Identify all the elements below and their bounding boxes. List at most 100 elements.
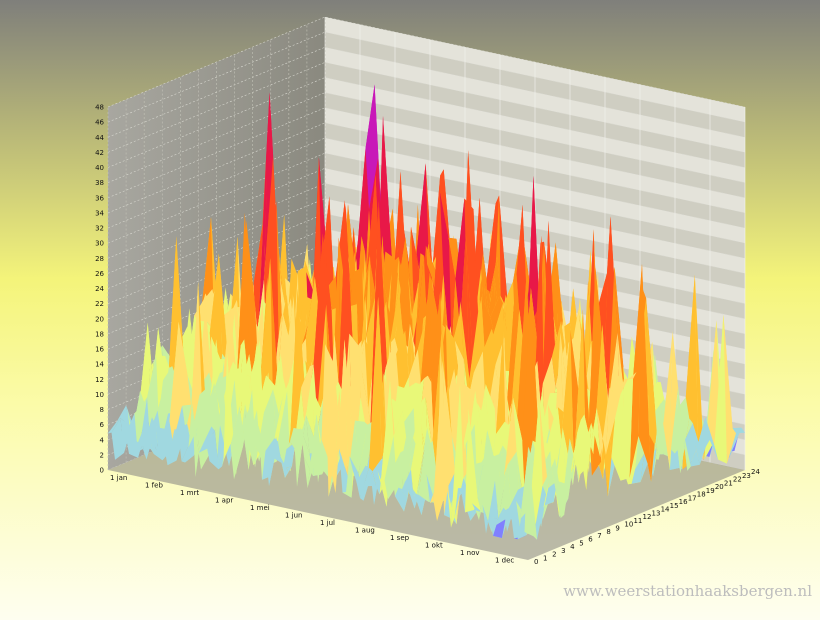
surface-cell (495, 421, 509, 455)
surface-cell (325, 344, 338, 497)
surface-cell (342, 420, 355, 498)
surface-cell (198, 282, 211, 430)
surface-cell (513, 397, 526, 516)
surface-cell (382, 271, 396, 451)
surface-cell (370, 455, 383, 505)
surface-cell (200, 372, 213, 425)
surface-cell (548, 467, 561, 518)
surface-cell (461, 372, 474, 428)
surface-cell (202, 426, 215, 446)
surface-cell (562, 428, 576, 485)
surface-cell (282, 259, 295, 418)
surface-cell (129, 437, 142, 458)
y-tick-label: 5 (579, 539, 583, 547)
surface-cell (230, 406, 243, 480)
x-tick-label: 1 jul (320, 519, 335, 527)
surface-cell (346, 420, 359, 492)
surface-cell (631, 453, 645, 484)
surface-cell (302, 388, 316, 441)
surface-cell (395, 487, 408, 512)
surface-cell (381, 380, 394, 481)
surface-cell (195, 408, 208, 478)
surface-cell (335, 339, 348, 494)
surface-cell (288, 288, 302, 473)
surface-cell (651, 402, 664, 482)
surface-cell (345, 205, 359, 385)
surface-cell (464, 198, 477, 386)
surface-cell (235, 339, 248, 435)
surface-cell (569, 438, 583, 476)
surface-cell (539, 220, 552, 482)
surface-cell (298, 297, 312, 411)
surface-cell (507, 271, 520, 422)
z-tick-label: 20 (95, 315, 104, 323)
surface-cell (163, 366, 176, 417)
surface-cell (353, 267, 366, 415)
surface-cell (685, 274, 699, 458)
y-tick-label: 8 (606, 528, 610, 536)
y-tick-label: 21 (724, 479, 733, 487)
surface-cell (402, 469, 415, 509)
surface-cell (531, 295, 544, 470)
surface-cell (283, 374, 297, 394)
y-tick-label: 14 (661, 506, 670, 514)
surface-cell (553, 428, 567, 502)
surface-cell (671, 391, 684, 474)
y-tick-label: 22 (733, 476, 742, 484)
surface-cell (665, 386, 679, 465)
surface-cell (678, 386, 691, 471)
x-tick-label: 1 okt (425, 542, 443, 550)
surface-cell (178, 424, 191, 462)
surface-cell (723, 314, 736, 464)
surface-cell (500, 507, 513, 519)
surface-cell (297, 414, 310, 487)
surface-cell (587, 407, 601, 467)
z-tick-label: 0 (100, 467, 104, 475)
surface-cell (304, 414, 317, 489)
surface-cell (468, 408, 481, 512)
z-tick-label: 10 (95, 391, 104, 399)
surface-cell (432, 330, 446, 469)
y-tick-label: 13 (652, 509, 661, 517)
surface-cell (660, 331, 673, 465)
surface-cell (344, 272, 357, 363)
surface-cell (605, 387, 619, 455)
surface-cell (680, 418, 693, 474)
surface-cell (422, 382, 435, 468)
watermark: www.weerstationhaaksbergen.nl (563, 582, 812, 600)
z-tick-label: 4 (100, 436, 105, 444)
surface-cell (258, 425, 271, 480)
surface-cell (311, 433, 324, 476)
surface-cell (344, 339, 358, 477)
surface-cell (405, 480, 418, 509)
surface-cell (413, 396, 426, 447)
surface-cell (479, 447, 492, 532)
surface-cell (364, 337, 378, 409)
z-tick-label: 34 (95, 209, 104, 217)
surface-cell (696, 417, 709, 465)
z-tick-label: 18 (95, 330, 104, 338)
x-tick-label: 1 aug (355, 527, 375, 535)
z-tick-label: 26 (95, 270, 104, 278)
z-tick-label: 44 (95, 134, 104, 142)
z-tick-label: 30 (95, 240, 104, 248)
surface-cell (620, 378, 633, 481)
z-tick-label: 2 (100, 451, 104, 459)
y-tick-label: 15 (670, 502, 679, 510)
surface-cell (596, 387, 610, 458)
surface-cell (218, 253, 232, 368)
y-tick-label: 1 (543, 554, 547, 562)
surface-cell (208, 396, 221, 449)
surface-cell (593, 324, 606, 455)
surface-cell (451, 301, 464, 435)
surface-cell (272, 436, 285, 478)
surface-cell (188, 403, 201, 470)
surface-cell (490, 296, 503, 333)
surface-cell (486, 434, 500, 508)
z-tick-label: 6 (100, 421, 105, 429)
surface-cell (446, 278, 459, 460)
surface-cell (461, 493, 474, 521)
surface-cell (507, 500, 520, 532)
surface-cell (207, 339, 220, 430)
surface-cell (524, 447, 537, 540)
